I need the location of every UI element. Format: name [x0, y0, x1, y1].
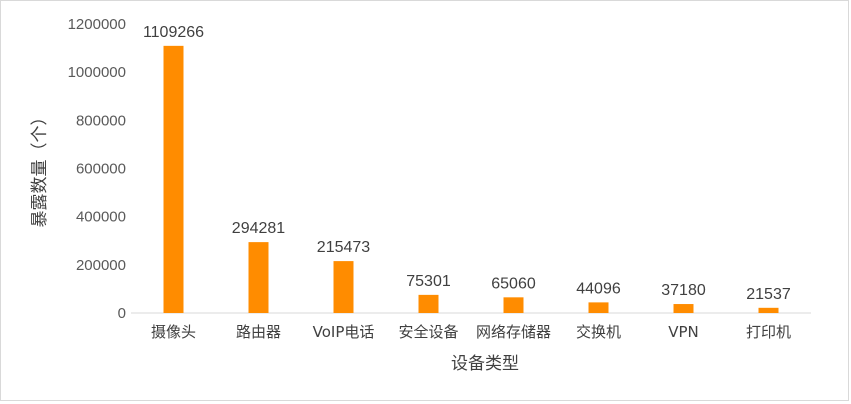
bar: [248, 242, 269, 313]
y-tick-label: 0: [118, 305, 126, 322]
x-category-label: 路由器: [236, 323, 281, 341]
y-axis-title: 暴露数量（个）: [30, 109, 50, 228]
data-label: 21537: [746, 286, 791, 303]
y-tick-label: 1200000: [68, 16, 126, 33]
x-category-label: 交换机: [576, 323, 621, 341]
x-category-label: 安全设备: [398, 323, 458, 341]
bar: [758, 307, 779, 313]
data-label: 75301: [406, 273, 451, 290]
x-category-label: VPN: [668, 323, 699, 341]
bar: [503, 297, 524, 313]
data-label: 294281: [232, 220, 285, 237]
y-tick-label: 400000: [76, 209, 126, 226]
data-labels: 1109266 294281 215473 75301 65060 44096 37180 2…: [143, 24, 791, 303]
bar: [588, 302, 609, 313]
y-tick-label: 200000: [76, 257, 126, 274]
data-label: 215473: [317, 239, 370, 256]
y-tick-label: 1000000: [68, 64, 126, 81]
bars: [163, 45, 779, 313]
data-label: 44096: [576, 280, 621, 297]
bar: [333, 261, 354, 313]
bar: [163, 45, 184, 313]
x-category-label: 打印机: [746, 323, 791, 341]
bar: [673, 304, 694, 313]
data-label: 65060: [491, 275, 536, 292]
data-label: 1109266: [143, 24, 204, 41]
y-axis-ticks: 0 200000 400000 600000 800000 1000000 1200000: [68, 16, 126, 322]
x-axis-categories: 摄像头 路由器 VoIP电话 安全设备 网络存储器 交换机 VPN 打印机: [151, 323, 791, 341]
x-category-label: 网络存储器: [476, 323, 551, 341]
x-category-label: VoIP电话: [313, 323, 375, 341]
x-axis-title: 设备类型: [451, 354, 519, 374]
y-tick-label: 800000: [76, 112, 126, 129]
x-category-label: 摄像头: [151, 323, 196, 341]
data-label: 37180: [661, 282, 706, 299]
y-tick-label: 600000: [76, 161, 126, 178]
bar: [418, 294, 439, 313]
